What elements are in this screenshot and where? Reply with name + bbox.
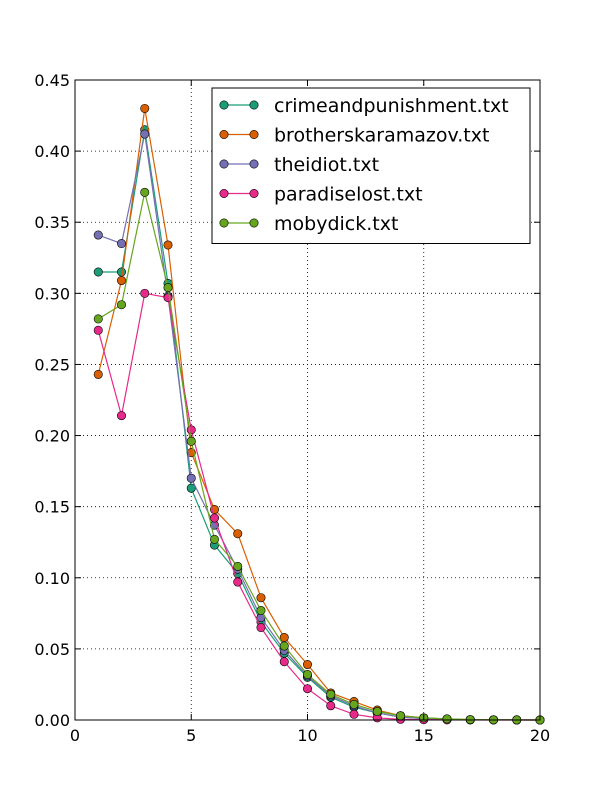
series-lines <box>93 103 545 725</box>
legend-marker <box>249 100 259 110</box>
data-point <box>93 325 103 335</box>
data-point <box>349 699 359 709</box>
legend-item: theidiot.txt <box>219 154 379 176</box>
y-tick-label: 0.20 <box>34 427 70 446</box>
data-point <box>140 288 150 298</box>
x-tick-label: 15 <box>414 726 434 745</box>
data-point <box>233 529 243 539</box>
data-point <box>163 283 173 293</box>
y-tick-label: 0.00 <box>34 711 70 730</box>
legend-marker <box>219 159 229 169</box>
data-point <box>233 577 243 587</box>
data-point <box>186 473 196 483</box>
x-tick-label: 10 <box>297 726 317 745</box>
legend-marker <box>219 130 229 140</box>
data-point <box>93 230 103 240</box>
data-point <box>163 293 173 303</box>
legend-label: theidiot.txt <box>274 154 379 176</box>
data-point <box>186 483 196 493</box>
data-point <box>210 534 220 544</box>
legend-label: crimeandpunishment.txt <box>274 95 509 117</box>
legend-marker <box>249 218 259 228</box>
data-point <box>117 267 127 277</box>
legend-box <box>211 87 531 244</box>
data-point <box>326 701 336 711</box>
y-tick-label: 0.40 <box>34 142 70 161</box>
x-tick-label: 0 <box>70 726 80 745</box>
axis-ticks: 0 5 10 15 20 0.00 0.05 0.10 0.15 0.20 0.25 0.30 0.35… <box>34 71 550 745</box>
data-point <box>279 633 289 643</box>
data-point <box>140 187 150 197</box>
y-tick-label: 0.15 <box>34 498 70 517</box>
y-tick-label: 0.05 <box>34 640 70 659</box>
legend-marker <box>219 218 229 228</box>
legend-marker <box>219 189 229 199</box>
data-point <box>140 129 150 139</box>
data-point <box>302 660 312 670</box>
data-point <box>279 641 289 651</box>
legend-item: brotherskaramazov.txt <box>219 125 489 147</box>
data-point <box>93 314 103 324</box>
legend-marker <box>219 100 229 110</box>
legend-marker <box>249 189 259 199</box>
legend: crimeandpunishment.txt brotherskaramazov.… <box>211 87 531 244</box>
legend-label: brotherskaramazov.txt <box>274 125 489 147</box>
data-point <box>442 714 452 724</box>
legend-marker <box>249 159 259 169</box>
data-point <box>256 593 266 603</box>
data-point <box>140 103 150 113</box>
data-point <box>372 706 382 716</box>
legend-item: paradiselost.txt <box>219 184 423 206</box>
x-tick-label: 20 <box>530 726 550 745</box>
legend-item: crimeandpunishment.txt <box>219 95 509 117</box>
y-tick-label: 0.30 <box>34 284 70 303</box>
data-point <box>302 684 312 694</box>
x-tick-label: 5 <box>186 726 196 745</box>
data-point <box>395 711 405 721</box>
y-tick-label: 0.25 <box>34 355 70 374</box>
data-point <box>256 605 266 615</box>
data-point <box>349 709 359 719</box>
data-point <box>117 300 127 310</box>
data-point <box>233 561 243 571</box>
data-point <box>186 436 196 446</box>
legend-label: paradiselost.txt <box>274 184 423 206</box>
y-tick-label: 0.10 <box>34 569 70 588</box>
legend-label: mobydick.txt <box>274 213 398 235</box>
data-point <box>256 623 266 633</box>
legend-marker <box>249 130 259 140</box>
data-point <box>117 239 127 249</box>
y-tick-label: 0.35 <box>34 213 70 232</box>
data-point <box>326 689 336 699</box>
data-point <box>210 513 220 523</box>
legend-item: mobydick.txt <box>219 213 398 235</box>
data-point <box>302 669 312 679</box>
data-point <box>163 240 173 250</box>
data-point <box>93 369 103 379</box>
data-point <box>117 411 127 421</box>
data-point <box>117 276 127 286</box>
y-tick-label: 0.45 <box>34 71 70 90</box>
data-point <box>186 425 196 435</box>
data-point <box>279 657 289 667</box>
data-point <box>93 267 103 277</box>
